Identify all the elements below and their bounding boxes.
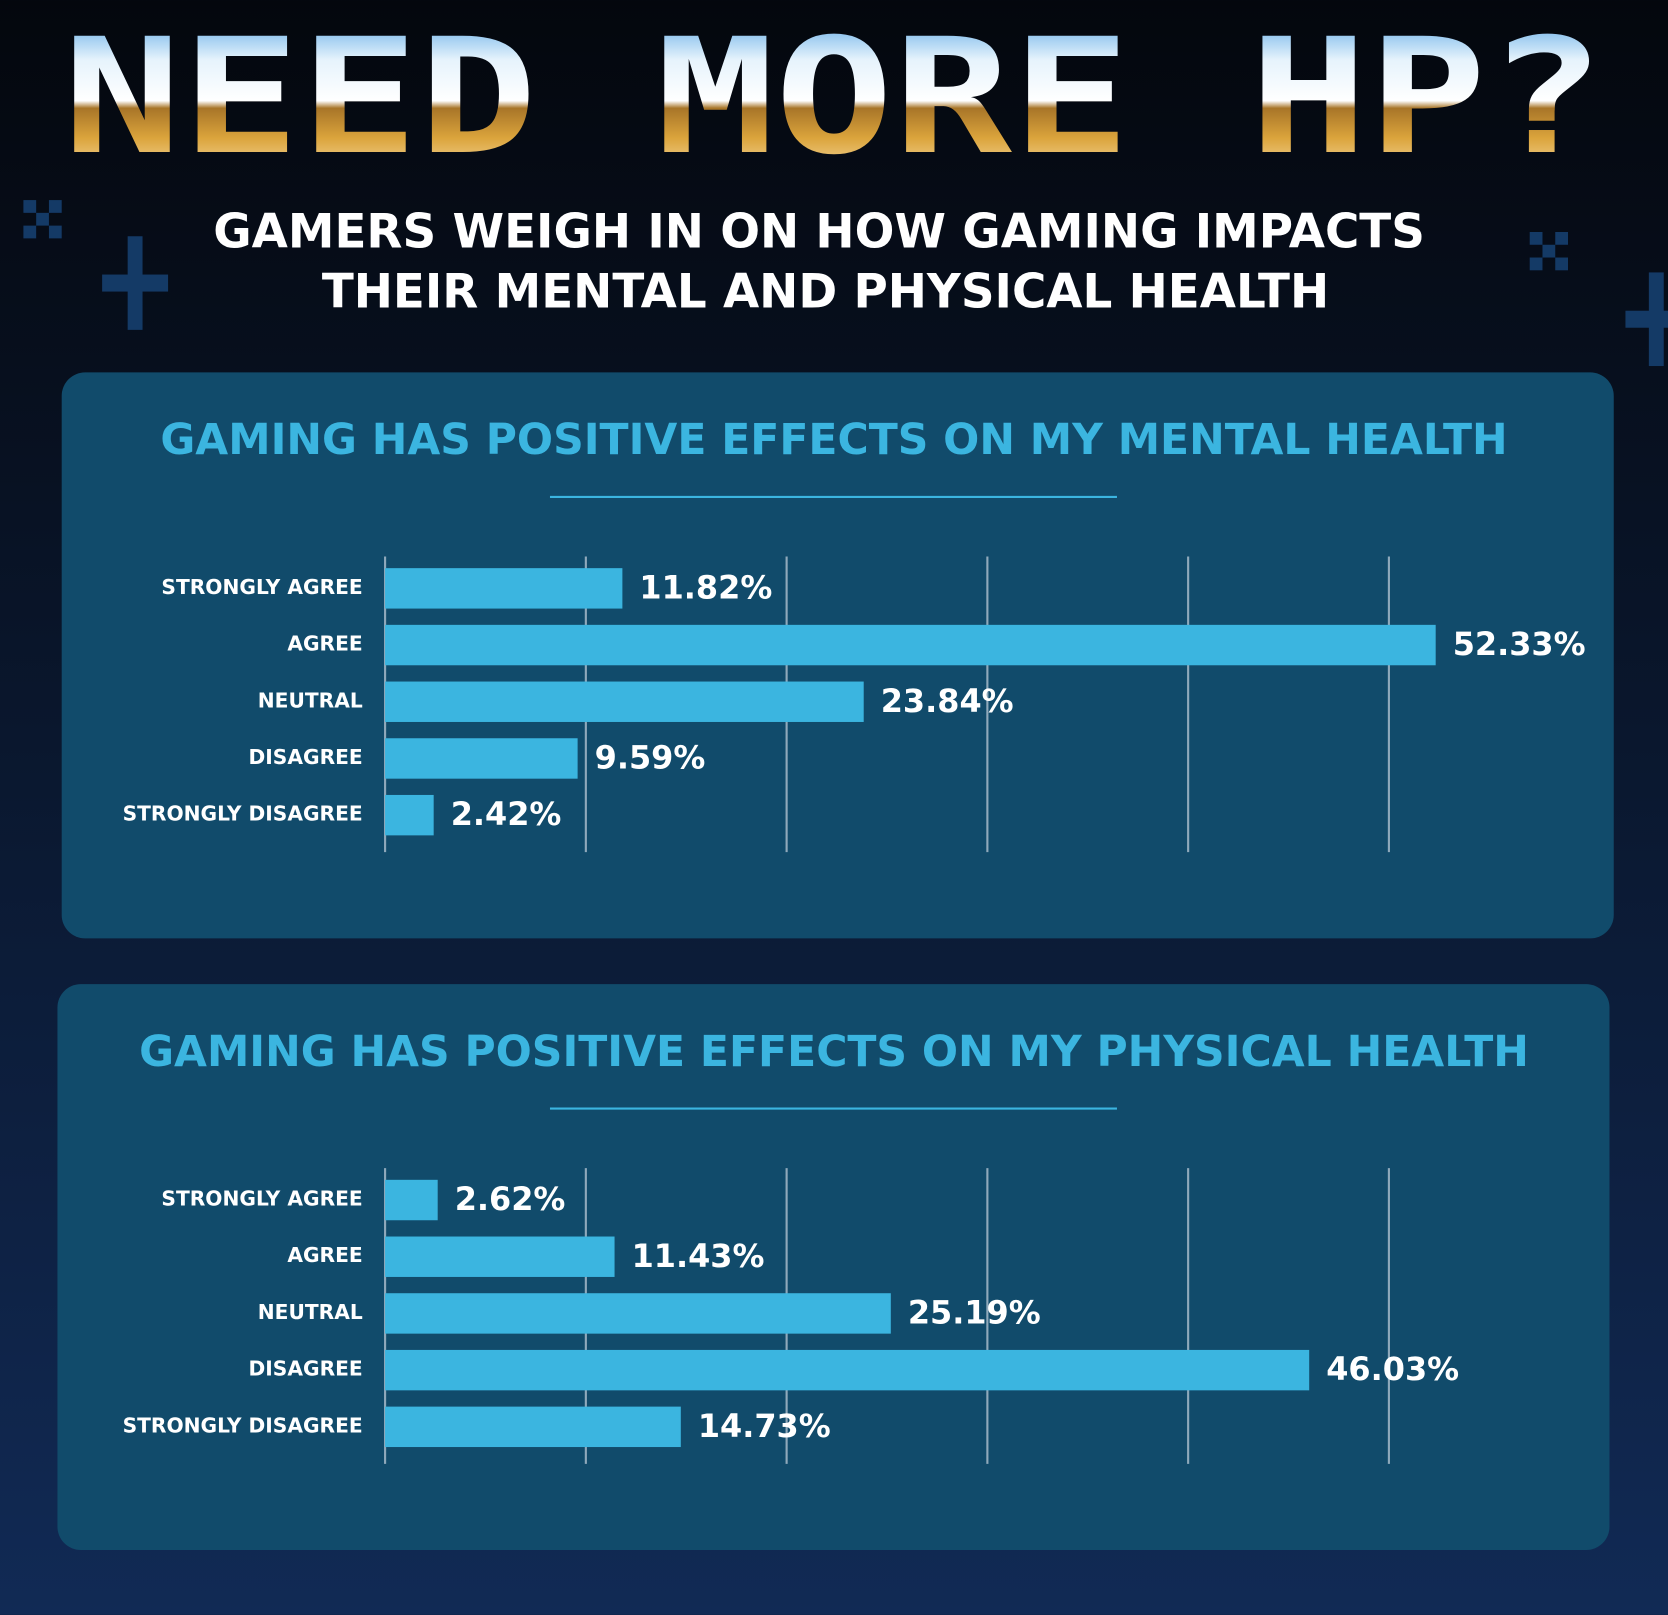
bar bbox=[385, 1293, 891, 1334]
category-label: STRONGLY DISAGREE bbox=[123, 1413, 363, 1437]
category-label: DISAGREE bbox=[249, 745, 363, 769]
value-label: 23.84% bbox=[881, 682, 1014, 720]
category-label: DISAGREE bbox=[249, 1357, 363, 1381]
value-label: 9.59% bbox=[595, 739, 706, 777]
category-label: STRONGLY AGREE bbox=[161, 575, 362, 599]
subtitle: GAMERS WEIGH IN ON HOW GAMING IMPACTS bbox=[213, 206, 1425, 260]
bar bbox=[385, 568, 623, 609]
bar bbox=[385, 794, 434, 836]
chart-title: GAMING HAS POSITIVE EFFECTS ON MY MENTAL… bbox=[160, 416, 1507, 465]
bar bbox=[385, 1179, 438, 1221]
category-label: NEUTRAL bbox=[258, 688, 363, 712]
value-label: 11.82% bbox=[639, 568, 772, 606]
category-label: NEUTRAL bbox=[258, 1300, 363, 1324]
bar bbox=[385, 681, 864, 722]
category-label: AGREE bbox=[287, 1243, 362, 1267]
value-label: 2.42% bbox=[451, 795, 562, 833]
pixel-decorations bbox=[23, 200, 1668, 367]
bar bbox=[385, 624, 1436, 666]
bar bbox=[385, 1349, 1310, 1391]
value-label: 25.19% bbox=[908, 1293, 1041, 1331]
category-label: STRONGLY DISAGREE bbox=[123, 802, 363, 826]
chart-title: GAMING HAS POSITIVE EFFECTS ON MY PHYSIC… bbox=[139, 1028, 1529, 1077]
bar bbox=[385, 738, 578, 779]
value-label: 14.73% bbox=[698, 1407, 831, 1445]
bar bbox=[385, 1236, 615, 1277]
value-label: 46.03% bbox=[1326, 1350, 1459, 1388]
value-label: 52.33% bbox=[1453, 625, 1586, 663]
subtitle: THEIR MENTAL AND PHYSICAL HEALTH bbox=[322, 265, 1329, 319]
value-label: 11.43% bbox=[632, 1237, 765, 1275]
value-label: 2.62% bbox=[455, 1180, 566, 1218]
category-label: AGREE bbox=[287, 632, 362, 656]
category-label: STRONGLY AGREE bbox=[161, 1187, 362, 1211]
bar bbox=[385, 1406, 681, 1448]
main-title: NEED MORE HP? bbox=[63, 4, 1605, 190]
